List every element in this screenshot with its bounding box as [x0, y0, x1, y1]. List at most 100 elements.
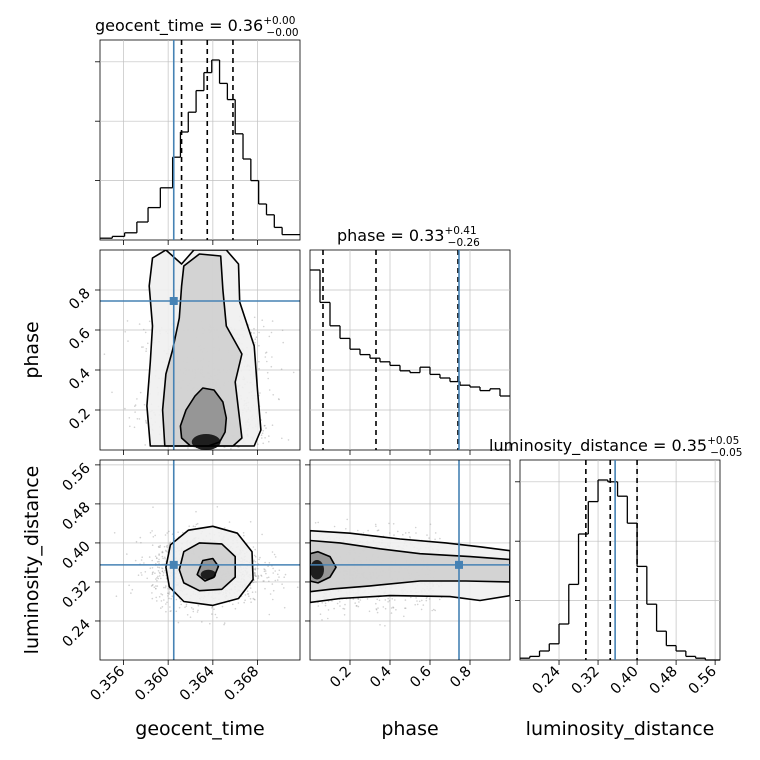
sample-point [352, 598, 355, 600]
sample-point [143, 403, 146, 406]
sample-point [263, 425, 266, 427]
sample-point [168, 593, 171, 595]
sample-point [186, 614, 189, 616]
contour-line [146, 250, 262, 447]
sample-point [146, 577, 148, 580]
sample-point [376, 529, 379, 532]
sample-point [253, 554, 256, 557]
sample-point [143, 562, 145, 564]
sample-point [255, 336, 258, 339]
sample-point [211, 605, 214, 608]
sample-point [375, 525, 377, 528]
sample-point [254, 575, 257, 577]
sample-point [404, 607, 407, 609]
title-superscript: +0.41 [444, 225, 476, 237]
sample-point [344, 603, 346, 606]
sample-point [167, 587, 169, 590]
sample-point [168, 530, 170, 533]
sample-point [160, 593, 162, 595]
y-tick-label: 0.2 [66, 406, 94, 434]
sample-point [134, 405, 136, 408]
sample-point [149, 567, 152, 569]
sample-point [434, 609, 437, 612]
sample-point [339, 601, 341, 603]
contour-line [310, 550, 337, 584]
sample-point [268, 440, 270, 443]
sample-point [190, 607, 193, 609]
sample-point [434, 538, 436, 541]
sample-point [253, 332, 255, 334]
sample-point [254, 591, 257, 593]
sample-point [378, 599, 381, 602]
sample-point [268, 389, 271, 391]
x-tick-label: 0.40 [608, 664, 642, 698]
sample-point [157, 566, 159, 568]
sample-point [129, 425, 131, 428]
sample-point [416, 603, 419, 606]
sample-point [431, 609, 434, 612]
sample-point [428, 598, 431, 600]
sample-point [283, 576, 286, 578]
sample-point [156, 557, 158, 560]
panel-frame [309, 459, 511, 661]
sample-point [345, 528, 347, 530]
sample-point [376, 598, 379, 601]
sample-point [187, 447, 189, 449]
sample-point [153, 586, 156, 588]
sample-point [165, 550, 167, 553]
sample-point [253, 568, 255, 570]
sample-point [134, 411, 136, 413]
sample-point [257, 576, 260, 578]
y-tick-label: 0.24 [60, 616, 94, 650]
sample-point [149, 531, 152, 534]
sample-point [264, 356, 267, 358]
sample-point [148, 556, 151, 558]
sample-point [257, 577, 259, 580]
sample-point [391, 598, 394, 600]
panel-frame [519, 459, 721, 661]
sample-point [248, 595, 250, 597]
sample-point [159, 544, 161, 547]
sample-point [388, 532, 391, 534]
sample-point [260, 434, 263, 437]
sample-point [141, 346, 143, 348]
sample-point [168, 597, 170, 600]
panel-marginal-phase: phase = 0.33+0.41 −0.26 [309, 225, 511, 455]
sample-point [264, 561, 266, 564]
sample-point [111, 391, 113, 394]
sample-point [175, 610, 178, 613]
sample-point [278, 569, 281, 572]
density-cells [310, 530, 510, 603]
sample-point [421, 599, 423, 602]
gridlines [100, 40, 300, 240]
sample-point [404, 607, 406, 609]
sample-point [242, 532, 245, 534]
sample-point [166, 551, 169, 553]
sample-point [394, 599, 396, 601]
sample-point [252, 597, 255, 600]
sample-point [142, 346, 144, 348]
sample-point [253, 581, 255, 584]
sample-point [387, 601, 389, 603]
sample-point [151, 584, 154, 587]
sample-point [211, 607, 213, 609]
sample-point [151, 567, 154, 569]
sample-point [416, 600, 418, 602]
sample-point [264, 352, 267, 354]
marginal-title-geocent-time: geocent_time = 0.36+0.00 −0.00 [95, 15, 299, 39]
x-tick-label: 0.6 [407, 664, 435, 692]
sample-point [272, 589, 275, 592]
sample-point [429, 523, 432, 526]
sample-point [278, 576, 280, 578]
sample-point [177, 621, 180, 624]
sample-point [160, 607, 162, 609]
sample-point [185, 603, 188, 606]
sample-point [126, 320, 129, 322]
sample-point [265, 411, 267, 414]
sample-point [274, 570, 277, 572]
sample-point [422, 604, 425, 606]
sample-point [321, 602, 324, 604]
title-text: geocent_time = 0.36 [95, 16, 263, 36]
sample-point [368, 610, 371, 613]
sample-point [166, 544, 168, 547]
